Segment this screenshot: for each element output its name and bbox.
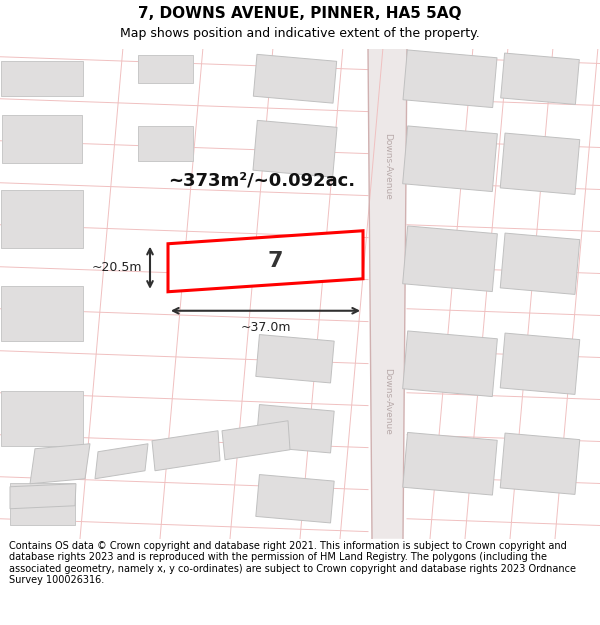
Text: Downs-Avenue: Downs-Avenue: [383, 133, 392, 200]
Polygon shape: [256, 404, 334, 453]
Polygon shape: [403, 331, 497, 396]
Polygon shape: [95, 444, 148, 479]
Polygon shape: [137, 55, 193, 82]
Polygon shape: [500, 233, 580, 294]
Polygon shape: [222, 421, 290, 460]
Polygon shape: [256, 474, 334, 523]
Polygon shape: [168, 231, 363, 292]
Text: Downs-Avenue: Downs-Avenue: [383, 368, 392, 435]
Polygon shape: [10, 484, 76, 509]
Text: 7, DOWNS AVENUE, PINNER, HA5 5AQ: 7, DOWNS AVENUE, PINNER, HA5 5AQ: [138, 6, 462, 21]
Text: ~37.0m: ~37.0m: [240, 321, 291, 334]
Polygon shape: [1, 190, 83, 248]
Polygon shape: [253, 54, 337, 103]
Polygon shape: [500, 433, 580, 494]
Polygon shape: [403, 226, 497, 291]
Polygon shape: [1, 286, 83, 341]
Polygon shape: [368, 49, 407, 539]
Polygon shape: [1, 391, 83, 446]
Text: Contains OS data © Crown copyright and database right 2021. This information is : Contains OS data © Crown copyright and d…: [9, 541, 576, 586]
Polygon shape: [2, 115, 82, 162]
Polygon shape: [152, 431, 220, 471]
Polygon shape: [253, 121, 337, 177]
Text: 7: 7: [267, 251, 283, 271]
Polygon shape: [403, 432, 497, 495]
Polygon shape: [256, 334, 334, 383]
Polygon shape: [30, 444, 90, 484]
Polygon shape: [500, 333, 580, 394]
Text: ~373m²/~0.092ac.: ~373m²/~0.092ac.: [169, 172, 356, 190]
Polygon shape: [137, 126, 193, 161]
Polygon shape: [403, 126, 497, 191]
Polygon shape: [1, 61, 83, 96]
Polygon shape: [500, 133, 580, 194]
Polygon shape: [403, 50, 497, 108]
Text: ~20.5m: ~20.5m: [91, 261, 142, 274]
Polygon shape: [10, 482, 74, 525]
Text: Map shows position and indicative extent of the property.: Map shows position and indicative extent…: [120, 28, 480, 40]
Polygon shape: [500, 53, 580, 104]
